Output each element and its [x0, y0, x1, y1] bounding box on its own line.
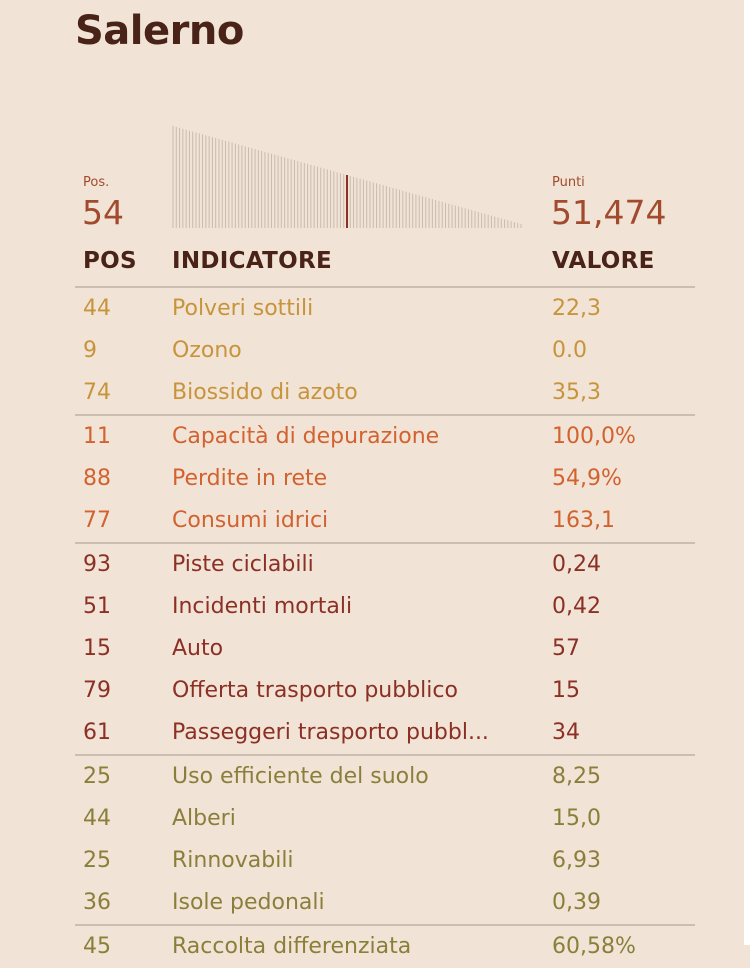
indicator-table: 44 Polveri sottili 22,3 9 Ozono 0.0 74 B… — [75, 286, 695, 968]
group-water: 11 Capacità di depurazione 100,0% 88 Per… — [75, 414, 695, 542]
row-indicator: Consumi idrici — [172, 508, 329, 533]
ranking-bars-chart — [172, 126, 522, 228]
table-row: 9 Ozono 0.0 — [75, 330, 695, 372]
table-row: 36 Isole pedonali 0,39 — [75, 882, 695, 924]
row-pos: 11 — [83, 424, 111, 449]
page-title: Salerno — [75, 8, 244, 54]
table-row: 74 Biossido di azoto 35,3 — [75, 372, 695, 414]
row-pos: 88 — [83, 466, 111, 491]
row-value: 0,39 — [552, 890, 601, 915]
table-row: 79 Offerta trasporto pubblico 15 — [75, 670, 695, 712]
row-indicator: Ozono — [172, 338, 242, 363]
group-mobility: 93 Piste ciclabili 0,24 51 Incidenti mor… — [75, 542, 695, 754]
row-indicator: Auto — [172, 636, 224, 661]
group-environment: 25 Uso efficiente del suolo 8,25 44 Albe… — [75, 754, 695, 924]
table-row: 11 Capacità di depurazione 100,0% — [75, 416, 695, 458]
column-header-indicator: INDICATORE — [172, 248, 333, 274]
position-label: Pos. — [83, 175, 110, 190]
row-pos: 79 — [83, 678, 111, 703]
row-pos: 44 — [83, 806, 111, 831]
row-value: 35,3 — [552, 380, 601, 405]
right-edge-strip — [744, 0, 750, 945]
row-pos: 51 — [83, 594, 111, 619]
column-header-value: VALORE — [552, 248, 655, 274]
table-row: 88 Perdite in rete 54,9% — [75, 458, 695, 500]
row-value: 15 — [552, 678, 580, 703]
row-indicator: Capacità di depurazione — [172, 424, 440, 449]
row-pos: 61 — [83, 720, 111, 745]
row-pos: 25 — [83, 764, 111, 789]
group-waste: 45 Raccolta differenziata 60,58% — [75, 924, 695, 968]
table-row: 61 Passeggeri trasporto pubbl... 34 — [75, 712, 695, 754]
row-indicator: Passeggeri trasporto pubbl... — [172, 720, 489, 745]
row-value: 0.0 — [552, 338, 587, 363]
row-value: 15,0 — [552, 806, 601, 831]
row-pos: 77 — [83, 508, 111, 533]
row-indicator: Biossido di azoto — [172, 380, 358, 405]
row-pos: 9 — [83, 338, 97, 363]
row-indicator: Polveri sottili — [172, 296, 314, 321]
table-row: 15 Auto 57 — [75, 628, 695, 670]
group-air-quality: 44 Polveri sottili 22,3 9 Ozono 0.0 74 B… — [75, 286, 695, 414]
table-row: 51 Incidenti mortali 0,42 — [75, 586, 695, 628]
table-row: 44 Polveri sottili 22,3 — [75, 288, 695, 330]
row-pos: 45 — [83, 934, 111, 959]
points-label: Punti — [552, 175, 585, 190]
row-pos: 15 — [83, 636, 111, 661]
row-value: 0,24 — [552, 552, 601, 577]
row-pos: 93 — [83, 552, 111, 577]
position-value: 54 — [82, 193, 124, 232]
table-row: 44 Alberi 15,0 — [75, 798, 695, 840]
row-indicator: Isole pedonali — [172, 890, 325, 915]
row-indicator: Uso efficiente del suolo — [172, 764, 429, 789]
row-pos: 36 — [83, 890, 111, 915]
row-indicator: Incidenti mortali — [172, 594, 353, 619]
row-pos: 44 — [83, 296, 111, 321]
row-value: 57 — [552, 636, 580, 661]
row-value: 54,9% — [552, 466, 622, 491]
table-row: 25 Uso efficiente del suolo 8,25 — [75, 756, 695, 798]
column-header-pos: POS — [83, 248, 137, 274]
row-value: 22,3 — [552, 296, 601, 321]
row-indicator: Offerta trasporto pubblico — [172, 678, 458, 703]
row-value: 8,25 — [552, 764, 601, 789]
row-value: 6,93 — [552, 848, 601, 873]
table-row: 45 Raccolta differenziata 60,58% — [75, 926, 695, 968]
row-indicator: Rinnovabili — [172, 848, 294, 873]
row-value: 100,0% — [552, 424, 636, 449]
row-value: 34 — [552, 720, 580, 745]
table-row: 25 Rinnovabili 6,93 — [75, 840, 695, 882]
row-value: 0,42 — [552, 594, 601, 619]
points-value: 51,474 — [551, 193, 667, 232]
row-indicator: Raccolta differenziata — [172, 934, 412, 959]
row-indicator: Piste ciclabili — [172, 552, 314, 577]
table-row: 93 Piste ciclabili 0,24 — [75, 544, 695, 586]
row-indicator: Alberi — [172, 806, 236, 831]
row-value: 163,1 — [552, 508, 615, 533]
row-pos: 74 — [83, 380, 111, 405]
row-indicator: Perdite in rete — [172, 466, 328, 491]
table-row: 77 Consumi idrici 163,1 — [75, 500, 695, 542]
row-value: 60,58% — [552, 934, 636, 959]
row-pos: 25 — [83, 848, 111, 873]
